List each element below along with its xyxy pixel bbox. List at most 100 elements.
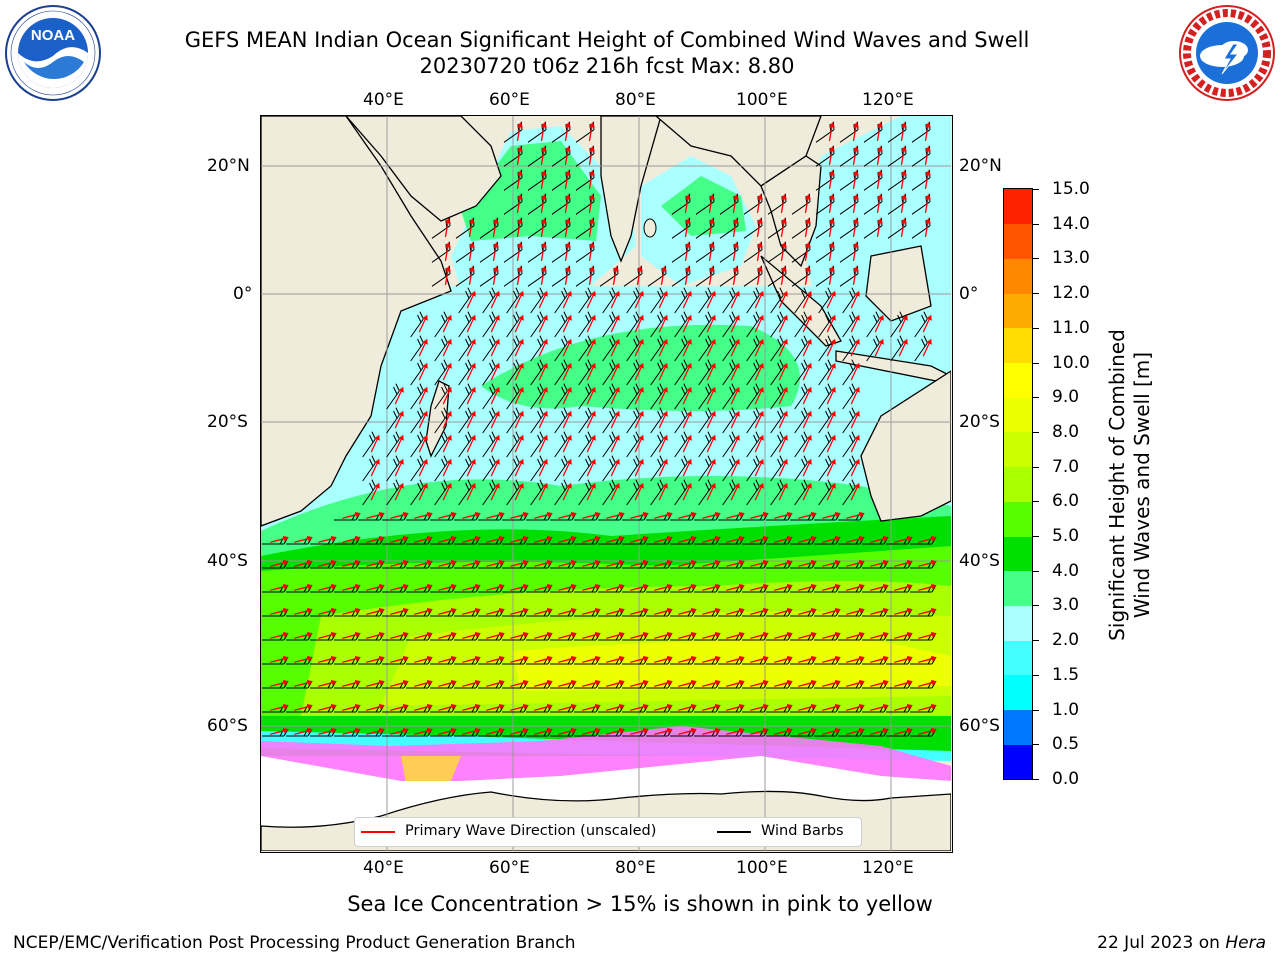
colorbar-tick-mark bbox=[1033, 223, 1039, 225]
wave-arrow bbox=[540, 266, 547, 285]
wave-arrow bbox=[828, 146, 835, 165]
wave-arrow bbox=[606, 631, 625, 639]
wave-arrow-head bbox=[732, 194, 739, 200]
wave-arrow bbox=[564, 218, 571, 237]
wave-arrow bbox=[318, 727, 337, 735]
wave-arrow-shaft bbox=[558, 585, 574, 591]
wave-arrow-shaft bbox=[562, 437, 571, 453]
wave-arrow bbox=[826, 338, 836, 357]
wind-barb bbox=[434, 455, 448, 482]
wind-barb-shaft bbox=[818, 335, 832, 362]
wave-arrow-head bbox=[547, 655, 553, 662]
wave-arrow bbox=[342, 583, 361, 591]
wave-arrow-shaft bbox=[586, 437, 595, 453]
wind-barb bbox=[746, 359, 760, 386]
wave-arrow-shaft bbox=[678, 633, 694, 639]
wind-barb bbox=[722, 479, 736, 506]
wave-arrow-shaft bbox=[870, 681, 886, 687]
wave-arrow-shaft bbox=[730, 293, 739, 309]
wave-arrow-head bbox=[931, 607, 937, 614]
wave-arrow-head bbox=[451, 559, 457, 566]
wave-arrow-head bbox=[355, 535, 361, 542]
wave-arrow bbox=[438, 703, 457, 711]
wave-arrow-head bbox=[590, 410, 596, 417]
wave-arrow-head bbox=[355, 727, 361, 734]
wave-arrow-shaft bbox=[846, 657, 862, 663]
wave-arrow bbox=[534, 727, 553, 735]
wave-arrow-shaft bbox=[630, 705, 646, 711]
wave-arrow bbox=[394, 410, 404, 429]
wave-arrow-head bbox=[835, 631, 841, 638]
wave-arrow-shaft bbox=[756, 220, 761, 237]
wind-barb bbox=[794, 311, 808, 338]
wave-arrow bbox=[774, 703, 793, 711]
wave-arrow-head bbox=[900, 170, 907, 176]
wave-arrow-shaft bbox=[850, 461, 859, 477]
wave-arrow bbox=[778, 338, 788, 357]
wave-arrow-head bbox=[643, 511, 649, 518]
wave-arrow bbox=[342, 559, 361, 567]
wind-barb-shaft bbox=[914, 335, 928, 362]
wave-arrow bbox=[606, 607, 625, 615]
wave-arrow-shaft bbox=[606, 681, 622, 687]
wave-arrow-shaft bbox=[798, 561, 814, 567]
wave-arrow bbox=[534, 511, 553, 519]
wave-arrow-shaft bbox=[634, 485, 643, 501]
wave-arrow-shaft bbox=[586, 341, 595, 357]
wave-arrow-shaft bbox=[534, 681, 550, 687]
wave-arrow-shaft bbox=[654, 681, 670, 687]
wave-arrow bbox=[778, 434, 788, 453]
wind-barb-shaft bbox=[794, 407, 808, 434]
wave-arrow bbox=[726, 631, 745, 639]
wave-arrow bbox=[850, 362, 860, 381]
wave-arrow bbox=[918, 655, 937, 663]
wave-arrow bbox=[514, 338, 524, 357]
wave-arrow-shaft bbox=[490, 413, 499, 429]
wind-barb bbox=[842, 335, 856, 362]
wind-barb-shaft bbox=[578, 479, 592, 506]
wave-arrow-shaft bbox=[658, 293, 667, 309]
wave-arrow-head bbox=[523, 727, 529, 734]
wave-arrow-head bbox=[379, 511, 385, 518]
wind-barb bbox=[602, 431, 616, 458]
wind-barb bbox=[722, 455, 736, 482]
wave-arrow-shaft bbox=[894, 729, 910, 735]
wave-arrow-head bbox=[638, 338, 644, 345]
lat-label-right: 20°N bbox=[959, 156, 1002, 176]
wave-arrow-shaft bbox=[658, 365, 667, 381]
wave-arrow-head bbox=[403, 679, 409, 686]
wave-arrow-head bbox=[643, 727, 649, 734]
wave-arrow-shaft bbox=[438, 513, 454, 519]
wave-arrow-head bbox=[715, 703, 721, 710]
wave-arrow-shaft bbox=[558, 729, 574, 735]
wave-arrow-head bbox=[468, 266, 475, 272]
wave-arrow-shaft bbox=[870, 585, 886, 591]
colorbar-tick-mark bbox=[1033, 362, 1039, 364]
wave-arrow-shaft bbox=[826, 413, 835, 429]
wind-barb bbox=[698, 431, 712, 458]
wave-arrow-shaft bbox=[342, 609, 358, 615]
colorbar-segment bbox=[1004, 640, 1032, 676]
wave-arrow-shaft bbox=[822, 609, 838, 615]
wave-arrow-shaft bbox=[510, 729, 526, 735]
borneo bbox=[865, 245, 932, 322]
wave-arrow bbox=[678, 535, 697, 543]
wave-arrow-head bbox=[686, 386, 692, 393]
wave-arrow-shaft bbox=[540, 196, 545, 213]
wave-arrow bbox=[342, 535, 361, 543]
wave-arrow bbox=[798, 703, 817, 711]
wave-arrow-head bbox=[852, 242, 859, 248]
wave-arrow-shaft bbox=[778, 461, 787, 477]
wave-arrow bbox=[634, 458, 644, 477]
wave-arrow-head bbox=[806, 386, 812, 393]
wave-arrow-head bbox=[470, 338, 476, 345]
wind-barb-shaft bbox=[626, 311, 640, 338]
wave-arrow-head bbox=[516, 170, 523, 176]
wave-arrow-shaft bbox=[658, 317, 667, 333]
wave-arrow-head bbox=[516, 242, 523, 248]
wave-arrow bbox=[774, 559, 793, 567]
wave-arrow bbox=[562, 314, 572, 333]
wave-arrow-shaft bbox=[732, 220, 737, 237]
wave-arrow bbox=[586, 434, 596, 453]
wave-arrow bbox=[702, 583, 721, 591]
